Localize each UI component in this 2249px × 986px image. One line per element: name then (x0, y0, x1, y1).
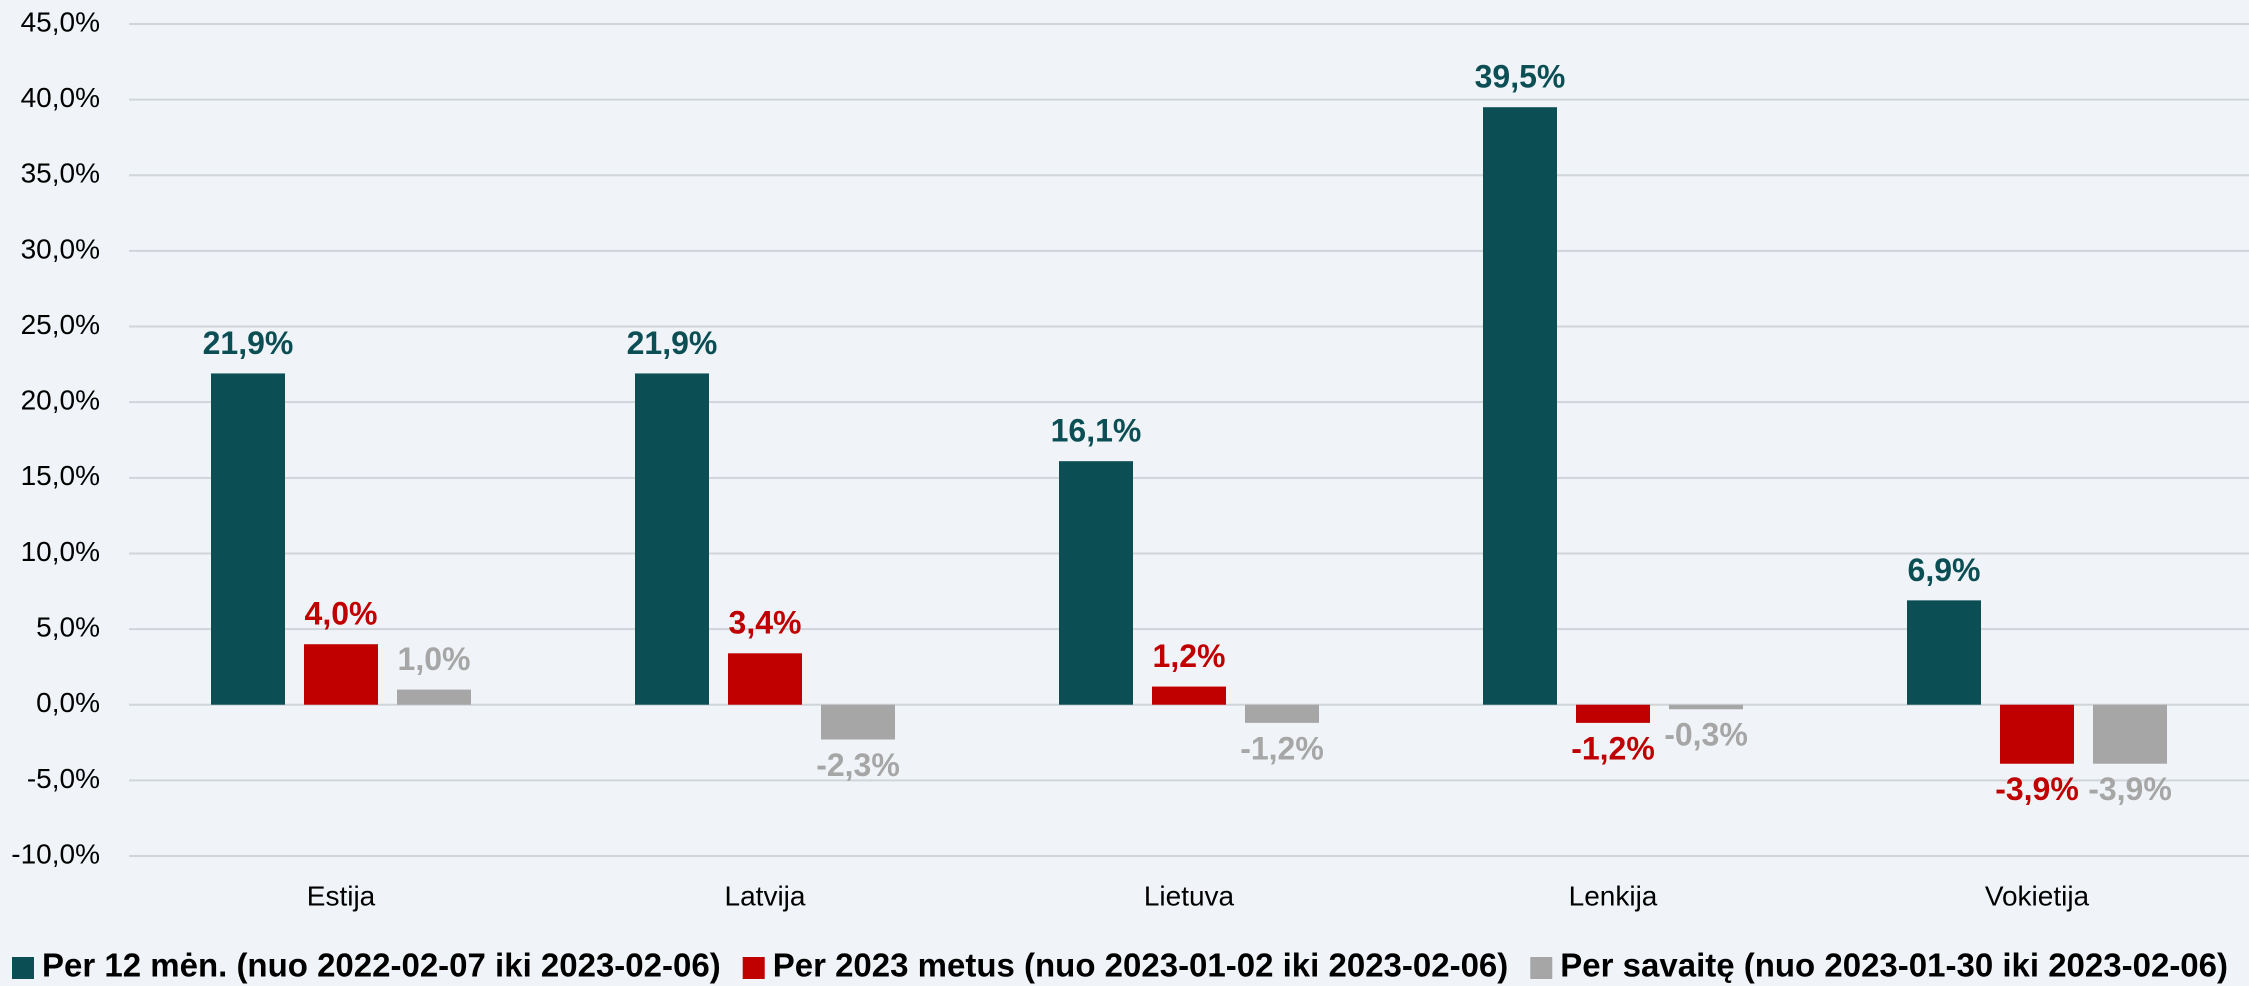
data-label: 4,0% (305, 596, 378, 632)
bar (1907, 600, 1981, 705)
bar (1576, 704, 1650, 723)
data-label: -0,3% (1664, 717, 1748, 753)
y-tick-label: 30,0% (21, 233, 100, 264)
y-tick-label: 5,0% (36, 611, 100, 642)
y-tick-label: -10,0% (11, 838, 100, 869)
bar (1483, 107, 1557, 705)
data-label: 21,9% (627, 325, 718, 361)
y-tick-label: 20,0% (21, 385, 100, 416)
legend-swatch (742, 957, 765, 979)
data-label: 1,2% (1153, 638, 1226, 674)
bar (728, 653, 802, 705)
legend-swatch (12, 957, 34, 979)
y-tick-label: 40,0% (21, 82, 100, 113)
bar (635, 373, 709, 705)
data-label: -2,3% (816, 747, 900, 783)
legend-swatch (1530, 957, 1553, 979)
y-tick-label: 10,0% (21, 536, 100, 567)
y-tick-label: 15,0% (21, 460, 100, 491)
x-tick-label: Lietuva (1144, 880, 1235, 911)
data-label: 3,4% (729, 605, 802, 641)
bar (304, 644, 378, 705)
y-tick-label: -5,0% (27, 763, 100, 794)
bar (211, 373, 285, 705)
data-label: -3,9% (1995, 771, 2079, 807)
y-tick-label: 45,0% (21, 6, 100, 37)
bar (1245, 704, 1319, 723)
x-tick-label: Latvija (725, 880, 806, 911)
bar (1669, 704, 1743, 710)
data-label: 6,9% (1908, 552, 1981, 588)
legend-label: Per 2023 metus (nuo 2023-01-02 iki 2023-… (773, 947, 1509, 984)
legend-label: Per savaitę (nuo 2023-01-30 iki 2023-02-… (1560, 947, 2228, 984)
x-tick-label: Lenkija (1569, 880, 1658, 911)
bar (821, 704, 895, 740)
data-label: 16,1% (1051, 413, 1142, 449)
data-label: 39,5% (1475, 59, 1566, 95)
data-label: -1,2% (1571, 730, 1655, 766)
x-tick-label: Estija (307, 880, 376, 911)
bar (2000, 704, 2074, 764)
data-label: 21,9% (203, 325, 294, 361)
bar (2093, 704, 2167, 764)
y-tick-label: 35,0% (21, 158, 100, 189)
legend-label: Per 12 mėn. (nuo 2022-02-07 iki 2023-02-… (42, 947, 721, 984)
data-label: -1,2% (1240, 730, 1324, 766)
bar (397, 689, 471, 705)
data-label: -3,9% (2088, 771, 2172, 807)
bar (1152, 686, 1226, 705)
y-tick-label: 0,0% (36, 687, 100, 718)
x-tick-label: Vokietija (1985, 880, 2090, 911)
y-tick-label: 25,0% (21, 309, 100, 340)
bar (1059, 461, 1133, 705)
data-label: 1,0% (398, 641, 471, 677)
